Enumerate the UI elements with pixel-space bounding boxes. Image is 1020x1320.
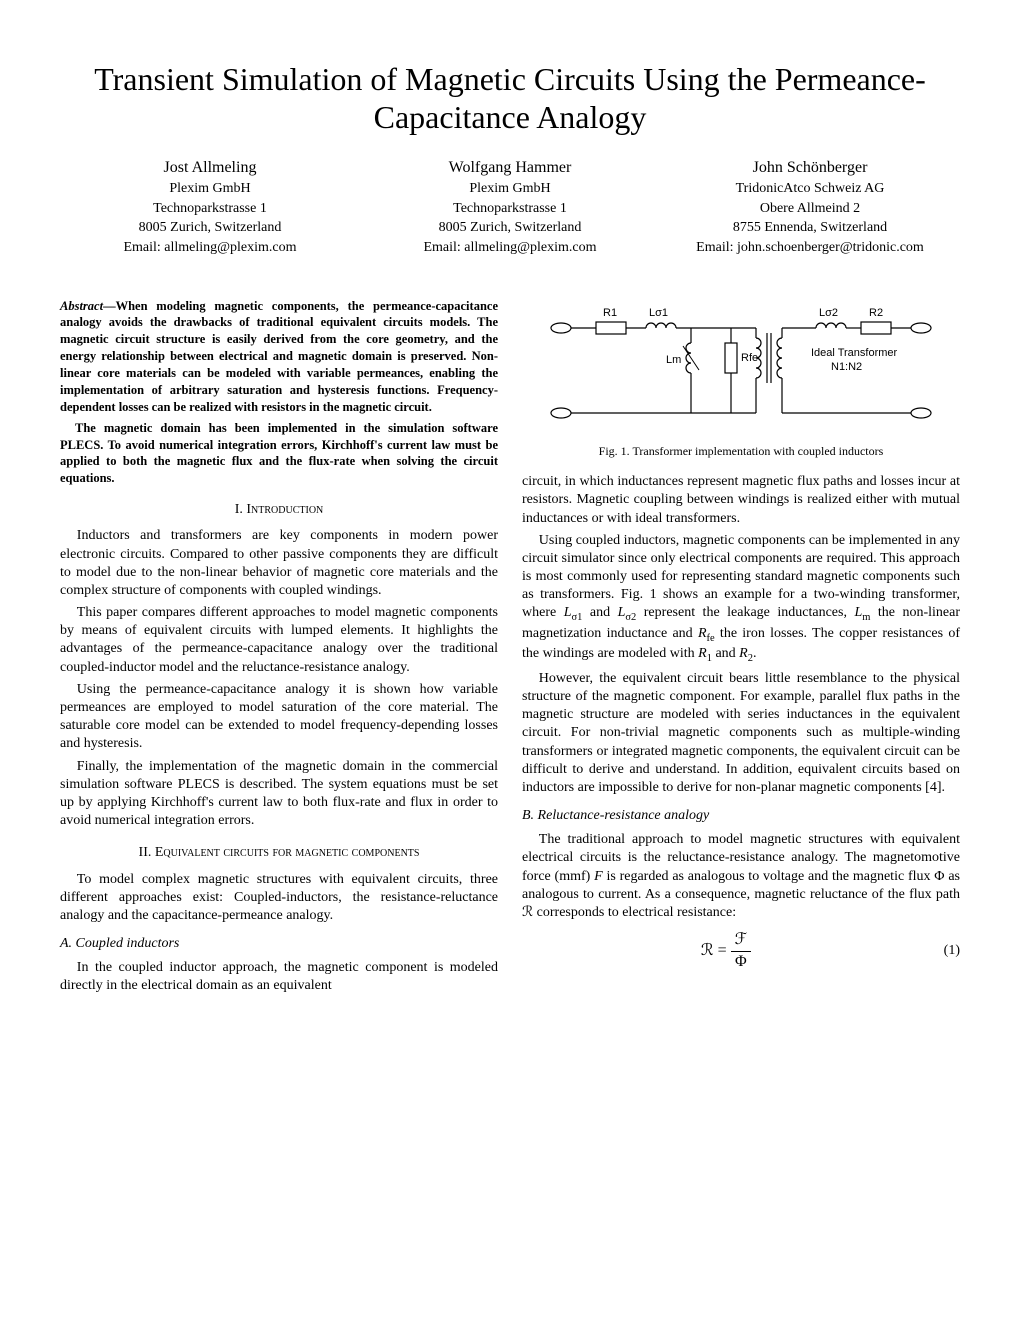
abstract-text-1: —When modeling magnetic components, the … xyxy=(60,299,498,414)
fig-label-r1: R1 xyxy=(603,307,617,319)
author-1-name: Jost Allmeling xyxy=(60,157,360,179)
author-1-email: Email: allmeling@plexim.com xyxy=(60,238,360,258)
s2b-p1: The traditional approach to model magnet… xyxy=(522,831,960,922)
subsection-2b-heading: B. Reluctance-resistance analogy xyxy=(522,807,960,825)
abstract-text-2: The magnetic domain has been implemented… xyxy=(60,420,498,488)
figure-1: R1 Lσ1 Lm Rfe xyxy=(522,298,960,460)
author-2-address1: Technoparkstrasse 1 xyxy=(360,199,660,219)
s2a-p1: In the coupled inductor approach, the ma… xyxy=(60,959,498,995)
author-block-2: Wolfgang Hammer Plexim GmbH Technoparkst… xyxy=(360,157,660,258)
author-2-address2: 8005 Zurich, Switzerland xyxy=(360,218,660,238)
rcol-p2: Using coupled inductors, magnetic compon… xyxy=(522,532,960,666)
fig-label-ideal: Ideal Transformer xyxy=(811,347,898,359)
author-1-address1: Technoparkstrasse 1 xyxy=(60,199,360,219)
rcol-p1: circuit, in which inductances represent … xyxy=(522,473,960,528)
author-3-name: John Schönberger xyxy=(660,157,960,179)
author-2-name: Wolfgang Hammer xyxy=(360,157,660,179)
subsection-2a-heading: A. Coupled inductors xyxy=(60,935,498,953)
author-2-email: Email: allmeling@plexim.com xyxy=(360,238,660,258)
author-3-affiliation: TridonicAtco Schweiz AG xyxy=(660,179,960,199)
author-3-address2: 8755 Ennenda, Switzerland xyxy=(660,218,960,238)
author-2-affiliation: Plexim GmbH xyxy=(360,179,660,199)
right-column: R1 Lσ1 Lm Rfe xyxy=(522,298,960,1000)
author-1-affiliation: Plexim GmbH xyxy=(60,179,360,199)
authors-row: Jost Allmeling Plexim GmbH Technoparkstr… xyxy=(60,157,960,258)
equation-1-number: (1) xyxy=(930,942,960,960)
paper-title: Transient Simulation of Magnetic Circuit… xyxy=(60,60,960,137)
left-column: Abstract—When modeling magnetic componen… xyxy=(60,298,498,1000)
two-column-body: Abstract—When modeling magnetic componen… xyxy=(60,298,960,1000)
s1-p1: Inductors and transformers are key compo… xyxy=(60,527,498,600)
fig-label-ratio: N1:N2 xyxy=(831,361,862,373)
author-block-3: John Schönberger TridonicAtco Schweiz AG… xyxy=(660,157,960,258)
abstract-block: Abstract—When modeling magnetic componen… xyxy=(60,298,498,488)
figure-1-caption: Fig. 1. Transformer implementation with … xyxy=(522,444,960,460)
rcol-p3: However, the equivalent circuit bears li… xyxy=(522,670,960,797)
s1-p4: Finally, the implementation of the magne… xyxy=(60,758,498,831)
section-2-heading: II. Equivalent circuits for magnetic com… xyxy=(60,844,498,862)
author-1-address2: 8005 Zurich, Switzerland xyxy=(60,218,360,238)
fig-label-ls2: Lσ2 xyxy=(819,307,838,319)
s1-p2: This paper compares different approaches… xyxy=(60,604,498,677)
equation-1: ℛ = ℱΦ (1) xyxy=(522,930,960,973)
abstract-label: Abstract xyxy=(60,299,103,313)
fig-label-rfe: Rfe xyxy=(741,352,758,364)
s1-p3: Using the permeance-capacitance analogy … xyxy=(60,681,498,754)
fig-label-ls1: Lσ1 xyxy=(649,307,668,319)
fig-label-r2: R2 xyxy=(869,307,883,319)
s2-p1: To model complex magnetic structures wit… xyxy=(60,871,498,926)
circuit-diagram-svg: R1 Lσ1 Lm Rfe xyxy=(541,298,941,438)
fig-label-lm: Lm xyxy=(666,354,681,366)
author-3-email: Email: john.schoenberger@tridonic.com xyxy=(660,238,960,258)
author-block-1: Jost Allmeling Plexim GmbH Technoparkstr… xyxy=(60,157,360,258)
author-3-address1: Obere Allmeind 2 xyxy=(660,199,960,219)
section-1-heading: I. Introduction xyxy=(60,501,498,519)
